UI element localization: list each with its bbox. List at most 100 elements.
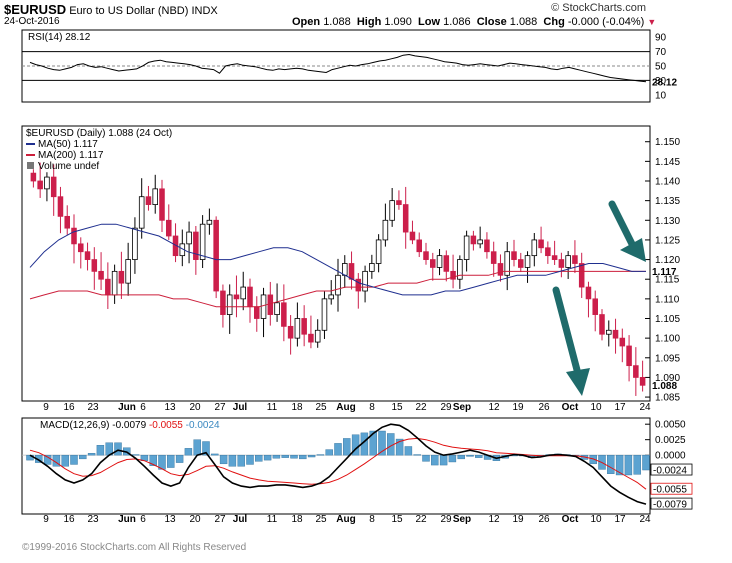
high-value: 1.090 <box>384 16 412 28</box>
macd-hist-value: -0.0024 <box>186 420 220 431</box>
x-tick-label: 16 <box>63 402 75 413</box>
candle-body <box>186 231 192 245</box>
ma-last-value: 1.117 <box>652 267 677 278</box>
x-tick-label: 29 <box>440 402 452 413</box>
price-last-value: 1.088 <box>652 381 677 392</box>
x-tick-label: 15 <box>391 514 403 525</box>
x-tick-label: 11 <box>267 402 278 413</box>
rsi-tick-label: 30 <box>655 76 667 87</box>
rsi-tick-label: 10 <box>655 90 667 101</box>
close-value: 1.088 <box>509 16 538 28</box>
candle-body <box>253 306 260 319</box>
candle-body <box>531 239 538 257</box>
macd-histogram-bar <box>211 453 219 456</box>
candle-body <box>619 337 626 347</box>
chart-header: $EURUSD Euro to US Dollar (NBD) INDX <box>4 2 218 17</box>
price-tick-label: 1.115 <box>655 275 680 286</box>
candle-body <box>592 298 598 315</box>
x-tick-label: 13 <box>164 514 176 525</box>
ma200-line <box>29 270 646 308</box>
candle-body <box>396 200 402 205</box>
chart-date: 24-Oct-2016 <box>4 16 60 27</box>
macd-title: MACD(12,26,9) <box>40 420 109 431</box>
price-panel <box>21 125 651 402</box>
ma200-legend: MA(200) 1.117 <box>38 150 104 161</box>
candle-body <box>463 235 470 260</box>
candle-body <box>429 259 436 268</box>
macd-last-box <box>650 463 693 476</box>
x-tick-label: 10 <box>590 514 602 525</box>
candle-body <box>50 176 57 198</box>
x-tick-label: 6 <box>140 402 146 413</box>
candle-body <box>382 219 389 241</box>
macd-histogram-bar <box>299 454 307 460</box>
x-tick-label: 24 <box>639 402 651 413</box>
x-tick-label: 26 <box>538 402 550 413</box>
x-tick-label: 19 <box>512 402 524 413</box>
candle-body <box>633 365 639 378</box>
candle-body <box>558 259 565 268</box>
macd-signal-value: -0.0055 <box>149 420 183 431</box>
candle-body <box>355 278 362 292</box>
macd-histogram-bar <box>431 454 439 466</box>
candle-body <box>44 176 50 190</box>
macd-histogram-bar <box>237 454 245 467</box>
candle-body <box>341 263 348 276</box>
ma50-line <box>29 223 646 296</box>
x-tick-label: 27 <box>214 514 226 525</box>
x-tick-label: Jul <box>233 402 248 413</box>
candle-body <box>226 294 233 315</box>
x-tick-label: 8 <box>369 402 375 413</box>
macd-panel <box>21 417 651 515</box>
price-tick-label: 1.125 <box>655 235 680 246</box>
candle-body <box>606 329 612 335</box>
macd-histogram-bar <box>413 454 421 456</box>
macd-histogram-bar <box>307 454 316 458</box>
candle-body <box>436 255 443 268</box>
rsi-title: RSI(14) 28.12 <box>28 32 91 43</box>
candle-body <box>287 325 294 339</box>
candle-body <box>267 294 274 315</box>
candle-body <box>369 263 375 272</box>
x-tick-label: 29 <box>440 514 452 525</box>
x-tick-label: 24 <box>639 514 651 525</box>
x-tick-label: Aug <box>336 402 355 413</box>
x-tick-label: 9 <box>43 402 49 413</box>
candle-body <box>497 263 504 276</box>
x-tick-label: 18 <box>291 514 303 525</box>
macd-histogram-bar <box>378 430 386 456</box>
candle-body <box>30 172 37 182</box>
price-tick-label: 1.145 <box>655 157 680 168</box>
macd-histogram-bar <box>589 454 597 465</box>
candle-body <box>91 259 98 272</box>
candle-body <box>409 231 416 241</box>
macd-histogram-bar <box>633 454 641 475</box>
macd-histogram-bar <box>255 454 263 462</box>
x-tick-label: 18 <box>291 402 303 413</box>
candle-body <box>247 286 253 308</box>
price-tick-label: 1.120 <box>655 255 680 266</box>
candle-body <box>314 329 321 343</box>
candle-body <box>578 263 585 288</box>
candle-body <box>152 188 159 205</box>
x-tick-label: 20 <box>189 514 201 525</box>
macd-histogram-bar <box>272 454 281 459</box>
instrument-name: Euro to US Dollar (NBD) <box>69 5 189 17</box>
price-tick-label: 1.150 <box>655 137 680 148</box>
x-tick-label: 11 <box>267 514 278 525</box>
candle-body <box>193 231 199 260</box>
macd-histogram-bar <box>219 454 228 465</box>
candle-body <box>348 263 355 280</box>
candle-body <box>490 251 497 264</box>
candle-body <box>165 219 172 237</box>
candle-body <box>416 239 423 253</box>
candle-body <box>98 270 104 280</box>
candle-body <box>301 318 307 335</box>
x-tick-label: Jul <box>233 514 248 525</box>
price-tick-label: 1.095 <box>655 353 680 364</box>
down-arrow-annotation-1 <box>608 200 646 262</box>
symbol: $EURUSD <box>4 2 67 17</box>
x-tick-label: 20 <box>189 402 201 413</box>
volume-legend-swatch <box>27 162 34 169</box>
